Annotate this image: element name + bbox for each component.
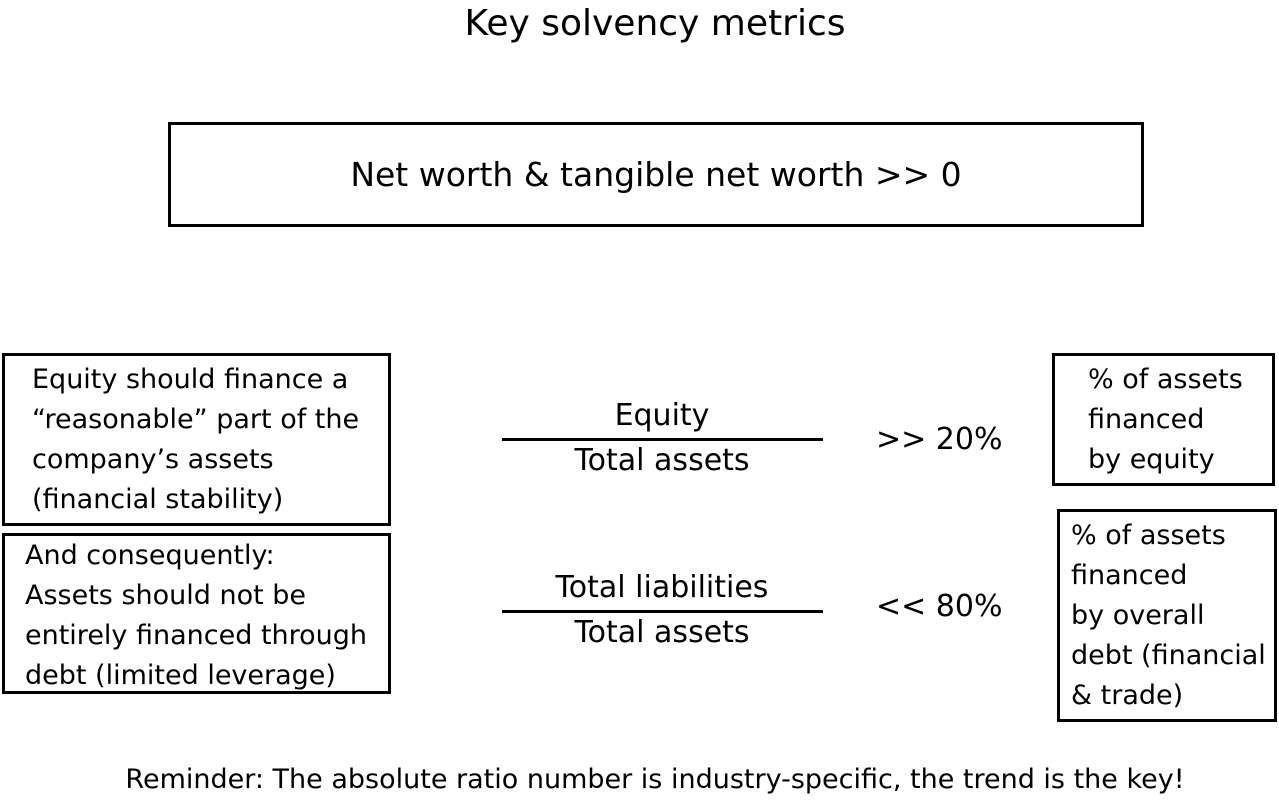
equity-meaning-box: % of assets financed by equity: [1052, 353, 1275, 486]
equity-ratio-numerator: Equity: [614, 398, 710, 433]
equity-ratio-threshold: >> 20%: [876, 422, 1003, 457]
liabilities-ratio-denominator: Total assets: [574, 615, 750, 650]
liabilities-ratio-numerator: Total liabilities: [555, 570, 769, 605]
debt-meaning-text: % of assets financed by overall debt (fi…: [1071, 520, 1266, 711]
diagram-title: Key solvency metrics: [464, 3, 846, 44]
equity-ratio-denominator: Total assets: [574, 443, 750, 478]
liabilities-ratio-fraction-line: [502, 610, 823, 613]
equity-explanation-box: Equity should finance a “reasonable” par…: [2, 353, 391, 526]
net-worth-text: Net worth & tangible net worth >> 0: [350, 155, 962, 194]
equity-ratio-fraction-line: [502, 438, 823, 441]
leverage-explanation-text: And consequently: Assets should not be e…: [25, 540, 368, 691]
debt-meaning-box: % of assets financed by overall debt (fi…: [1057, 509, 1277, 722]
equity-meaning-text: % of assets financed by equity: [1088, 364, 1243, 475]
reminder-note: Reminder: The absolute ratio number is i…: [125, 764, 1185, 795]
equity-explanation-text: Equity should finance a “reasonable” par…: [32, 364, 360, 515]
liabilities-ratio-threshold: << 80%: [876, 589, 1003, 624]
leverage-explanation-box: And consequently: Assets should not be e…: [2, 533, 391, 694]
net-worth-box: Net worth & tangible net worth >> 0: [168, 122, 1144, 227]
